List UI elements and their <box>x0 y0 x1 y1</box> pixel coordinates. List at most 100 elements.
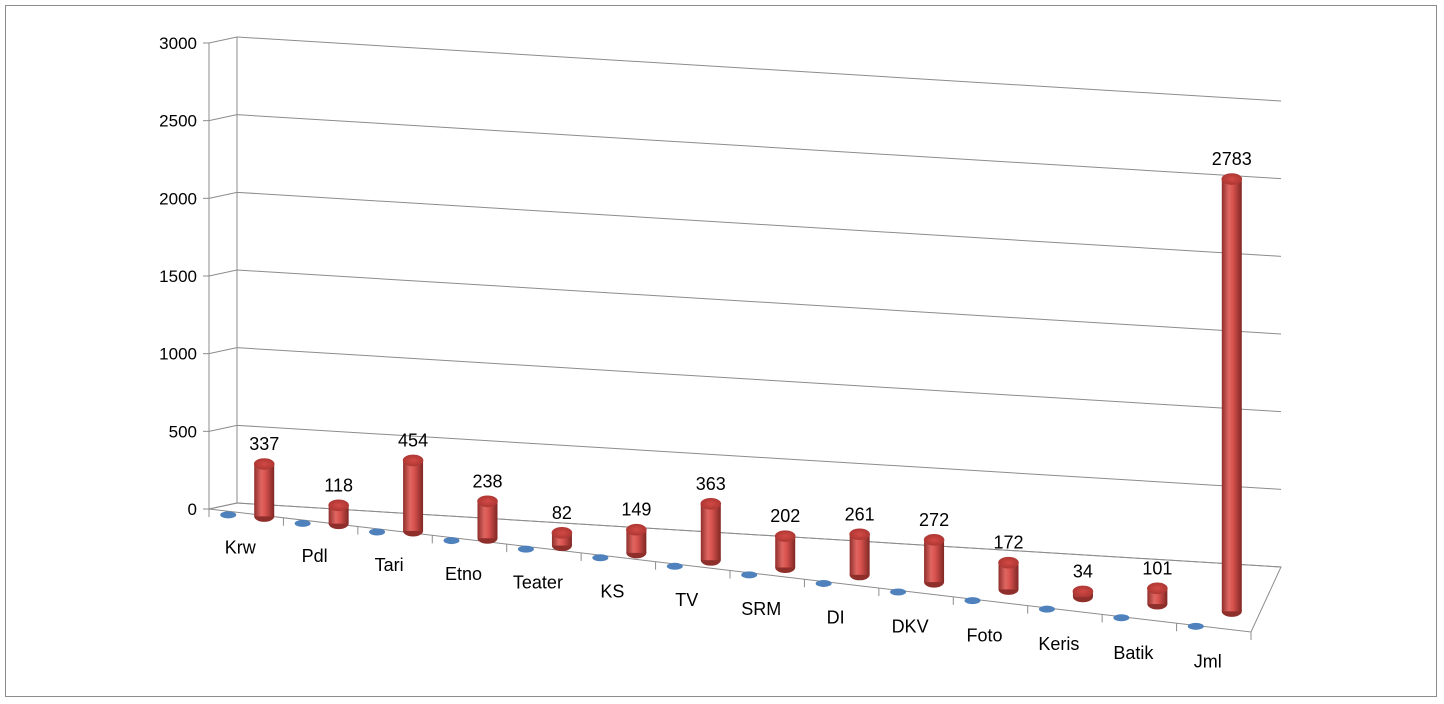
red-series-bar <box>998 556 1019 595</box>
data-label: 149 <box>621 500 651 520</box>
cylinder-top <box>700 497 722 510</box>
data-label: 34 <box>1073 561 1093 581</box>
cylinder-top <box>774 530 796 542</box>
y-tick-label: 500 <box>169 422 197 441</box>
labels-layer: 0 500 1000 1500 2000 2500 3000 337 Krw 118 Pdl 454 T… <box>159 34 1252 672</box>
x-tick-label: Teater <box>513 573 563 593</box>
cylinder-top <box>1147 582 1168 595</box>
blue-series-disc <box>517 545 534 553</box>
blue-series-disc <box>890 588 907 596</box>
blue-series-disc <box>1187 622 1204 630</box>
chart-frame <box>5 5 1437 697</box>
y-side-gridline <box>208 36 238 44</box>
red-series-bar <box>626 523 647 559</box>
gridline <box>236 36 1282 102</box>
red-series-bar <box>1147 582 1168 610</box>
blue-series-disc <box>220 511 237 519</box>
cylinder-body <box>924 539 945 583</box>
x-tick-label: Pdl <box>302 546 328 566</box>
red-series-bar <box>253 458 275 522</box>
x-tick-label: Jml <box>1194 652 1222 672</box>
data-label: 172 <box>993 533 1023 553</box>
data-label: 101 <box>1142 558 1172 578</box>
cylinder-body <box>477 501 498 539</box>
gridline <box>236 347 1282 413</box>
red-series-bar <box>1072 585 1094 603</box>
blue-series-disc <box>666 562 683 570</box>
cylinder-body <box>626 529 647 553</box>
cylinder-body <box>849 534 870 575</box>
blue-series-disc <box>443 537 460 545</box>
x-tick-label: Foto <box>966 625 1002 645</box>
gridline <box>236 269 1282 335</box>
data-label: 272 <box>919 510 949 530</box>
y-side-gridline <box>208 114 238 122</box>
y-side-gridline <box>208 424 238 432</box>
cylinder-body <box>1221 179 1242 612</box>
blue-series-disc <box>294 519 311 527</box>
gridline <box>236 114 1282 180</box>
cylinder-body <box>700 503 721 561</box>
grid-layer <box>236 36 1282 568</box>
red-series-bar <box>774 530 796 573</box>
y-side-gridline <box>208 269 238 277</box>
blue-series-disc <box>1113 614 1130 622</box>
cylinder-body <box>775 536 796 568</box>
cylinder-top <box>1221 173 1243 185</box>
x-tick-label: Keris <box>1038 634 1079 654</box>
y-tick-label: 3000 <box>159 34 197 53</box>
y-side-gridline <box>208 347 238 355</box>
red-series-bar <box>700 497 722 566</box>
red-series-bar <box>1221 173 1243 617</box>
cylinder-top <box>923 534 945 546</box>
y-tick-label: 0 <box>188 500 197 519</box>
blue-series-disc <box>741 571 758 579</box>
x-tick-label: Krw <box>225 537 257 557</box>
axis-layer <box>203 36 1282 640</box>
blue-series-disc <box>369 528 386 536</box>
cylinder-top <box>849 528 870 541</box>
blue-series-disc <box>964 597 981 605</box>
cylinder-body <box>254 463 275 517</box>
data-label: 202 <box>770 506 800 526</box>
data-label: 118 <box>324 475 353 495</box>
data-label: 238 <box>472 471 502 491</box>
data-label: 82 <box>552 503 572 523</box>
data-label: 2783 <box>1212 149 1252 169</box>
x-tick-label: DI <box>827 608 845 628</box>
gridline <box>236 191 1282 257</box>
red-series-bar <box>477 495 498 544</box>
y-side-gridline <box>208 191 238 199</box>
x-tick-label: DKV <box>892 616 929 636</box>
cylinder-top <box>477 495 498 508</box>
cylinder-top <box>328 499 349 512</box>
gridline <box>236 424 1282 490</box>
red-series-bar <box>328 499 349 530</box>
x-tick-label: Batik <box>1113 643 1154 663</box>
y-tick-label: 2000 <box>159 189 197 208</box>
marks-layer <box>220 173 1243 630</box>
data-label: 261 <box>845 504 875 524</box>
red-series-bar <box>551 527 573 552</box>
cylinder-top <box>998 556 1019 569</box>
cylinder-top <box>1072 585 1094 598</box>
red-series-bar <box>923 534 945 588</box>
x-tick-label: KS <box>600 581 624 601</box>
x-tick-label: TV <box>675 590 698 610</box>
cylinder-top <box>551 527 573 539</box>
y-tick-label: 1000 <box>159 345 197 364</box>
red-series-bar <box>402 454 424 537</box>
x-tick-label: Tari <box>375 555 404 575</box>
blue-series-disc <box>592 554 609 562</box>
blue-series-disc <box>815 579 832 587</box>
blue-series-disc <box>1038 605 1055 613</box>
x-tick-label: SRM <box>741 599 781 619</box>
y-tick-label: 1500 <box>159 267 197 286</box>
cylinder-body <box>403 460 424 531</box>
data-label: 363 <box>696 474 726 494</box>
data-label: 454 <box>398 430 428 450</box>
cylinder-top <box>253 458 275 470</box>
data-label: 337 <box>249 434 279 454</box>
cylinder-body <box>998 562 1019 590</box>
red-series-bar <box>849 528 870 581</box>
